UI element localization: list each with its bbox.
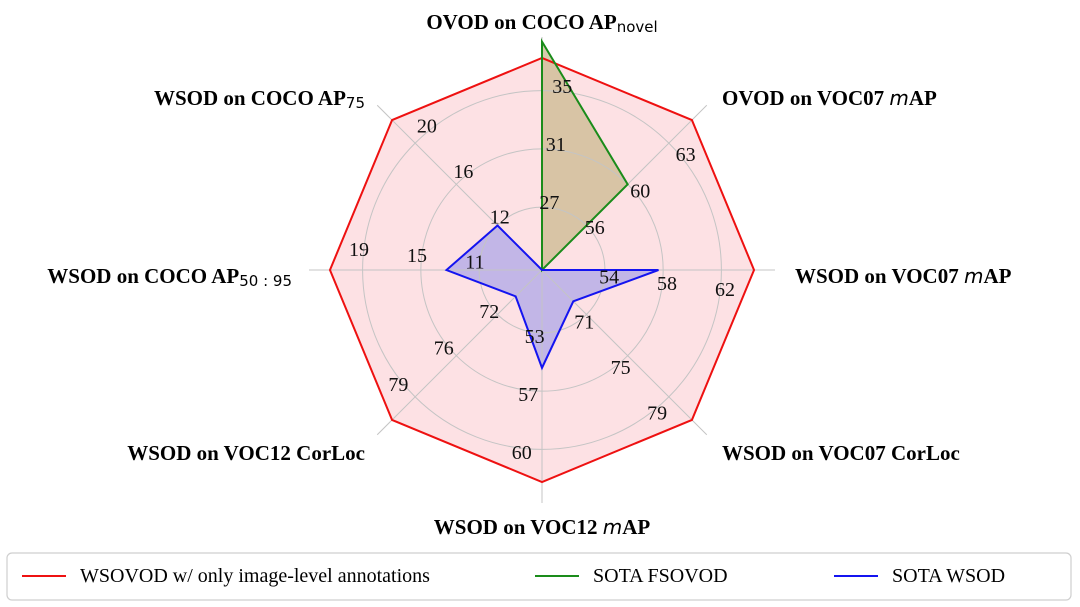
- tick-label: 60: [512, 442, 532, 464]
- tick-label: 58: [657, 273, 677, 295]
- tick-label: 79: [647, 403, 667, 425]
- tick-label: 31: [546, 134, 566, 156]
- tick-label: 57: [518, 384, 538, 406]
- tick-label: 79: [388, 374, 408, 396]
- tick-label: 19: [349, 239, 369, 261]
- tick-label: 54: [599, 266, 619, 288]
- axis-labels: OVOD on COCO APnovel OVOD on VOC07 mAP WSO…: [47, 10, 1011, 539]
- axis-label-7: WSOD on COCO AP75: [154, 86, 365, 112]
- series-line-1: [541, 38, 629, 273]
- tick-label: 72: [479, 301, 499, 323]
- series-lines: [328, 38, 756, 484]
- axis-label-1: OVOD on VOC07 mAP: [722, 86, 937, 110]
- legend-label-1: SOTA FSOVOD: [593, 565, 728, 587]
- axis-label-4: WSOD on VOC12 mAP: [434, 515, 651, 539]
- tick-label: 53: [525, 326, 545, 348]
- tick-label: 11: [465, 252, 484, 274]
- tick-label: 20: [417, 115, 437, 137]
- tick-label: 16: [453, 161, 473, 183]
- tick-label: 56: [585, 217, 605, 239]
- axis-label-0: OVOD on COCO APnovel: [426, 10, 657, 36]
- legend-label-2: SOTA WSOD: [892, 565, 1005, 587]
- axis-label-5: WSOD on VOC12 CorLoc: [127, 441, 365, 465]
- tick-label: 76: [434, 338, 454, 360]
- tick-label: 27: [539, 192, 559, 214]
- legend: WSOVOD w/ only image-level annotations SO…: [6, 552, 1072, 601]
- tick-label: 15: [407, 245, 427, 267]
- tick-labels: 27 31 35 56 60 63 54 58 62 71 75 79 53 57 60 72 76 79 11 15…: [349, 76, 735, 464]
- axis-label-2: WSOD on VOC07 mAP: [795, 264, 1012, 288]
- tick-label: 75: [611, 357, 631, 379]
- tick-label: 71: [574, 312, 594, 334]
- series-fill-1: [542, 41, 628, 270]
- spoke-5: [376, 269, 543, 436]
- series-line-0: [328, 56, 756, 484]
- axis-label-3: WSOD on VOC07 CorLoc: [722, 441, 960, 465]
- tick-label: 62: [715, 279, 735, 301]
- axis-label-6: WSOD on COCO AP50 : 95: [47, 264, 292, 290]
- tick-label: 60: [630, 180, 650, 202]
- tick-label: 35: [552, 76, 572, 98]
- tick-label: 12: [490, 206, 510, 228]
- series-line-2: [444, 224, 659, 371]
- spoke-3: [541, 269, 708, 436]
- legend-label-0: WSOVOD w/ only image-level annotations: [80, 565, 430, 587]
- tick-label: 63: [676, 144, 696, 166]
- series-fill-2: [446, 225, 659, 368]
